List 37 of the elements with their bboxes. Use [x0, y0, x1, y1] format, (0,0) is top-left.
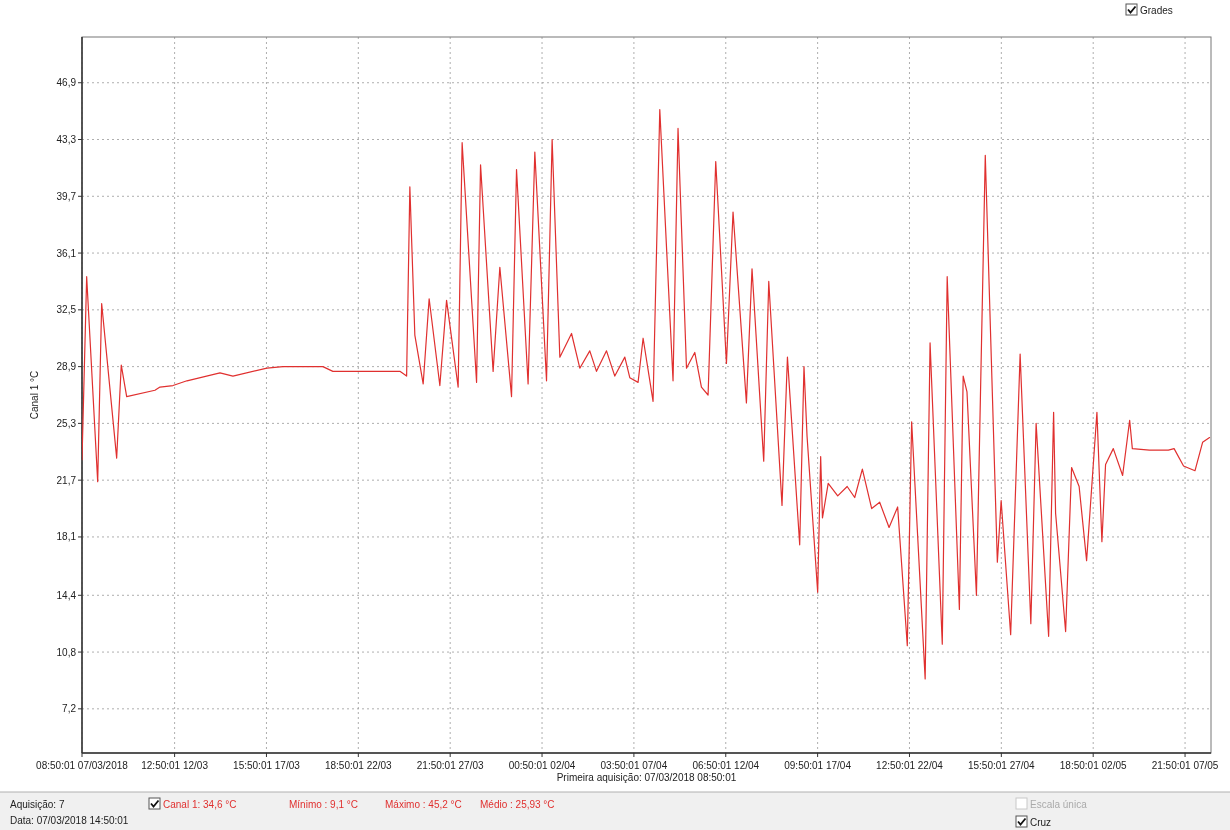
x-tick-label: 08:50:01 07/03/2018	[36, 760, 129, 771]
y-tick-label: 36,1	[56, 247, 77, 259]
y-tick-label: 25,3	[56, 417, 77, 429]
y-tick-label: 43,3	[56, 134, 77, 146]
text: Mínimo : 9,1 °C	[289, 799, 359, 810]
y-tick-label: 14,4	[56, 589, 77, 601]
text: Canal 1: 34,6 °C	[163, 799, 237, 810]
x-axis-title: Primeira aquisição: 07/03/2018 08:50:01	[556, 772, 737, 783]
y-tick-label: 28,9	[56, 361, 77, 373]
x-tick-label: 12:50:01 22/04	[876, 760, 944, 771]
text: Aquisição: 7	[10, 799, 65, 810]
x-tick-label: 12:50:01 12/03	[141, 760, 209, 771]
y-tick-label: 10,8	[56, 646, 77, 658]
y-tick-label: 18,1	[56, 531, 77, 543]
x-tick-label: 18:50:01 02/05	[1059, 760, 1127, 771]
x-tick-label: 15:50:01 17/03	[233, 760, 301, 771]
y-tick-label: 39,7	[56, 190, 77, 202]
text: Cruz	[1030, 817, 1052, 828]
x-tick-label: 00:50:01 02/04	[508, 760, 576, 771]
text: Médio : 25,93 °C	[480, 799, 555, 810]
x-tick-label: 21:50:01 27/03	[416, 760, 484, 771]
text: Data: 07/03/2018 14:50:01	[10, 815, 129, 826]
y-axis-title: Canal 1 °C	[29, 370, 40, 420]
text: Grades	[1140, 5, 1173, 16]
text: Escala única	[1030, 799, 1088, 810]
x-tick-label: 09:50:01 17/04	[784, 760, 852, 771]
line-series	[82, 108, 1211, 680]
y-tick-label: 21,7	[56, 474, 77, 486]
x-tick-label: 21:50:01 07/05	[1151, 760, 1219, 771]
x-tick-label: 06:50:01 12/04	[692, 760, 760, 771]
x-tick-label: 03:50:01 07/04	[600, 760, 668, 771]
y-tick-label: 46,9	[56, 77, 77, 89]
y-tick-label: 7,2	[62, 703, 77, 715]
x-tick-label: 15:50:01 27/04	[967, 760, 1036, 771]
text: Máximo : 45,2 °C	[385, 799, 462, 810]
y-tick-label: 32,5	[56, 304, 77, 316]
x-tick-label: 18:50:01 22/03	[324, 760, 393, 771]
